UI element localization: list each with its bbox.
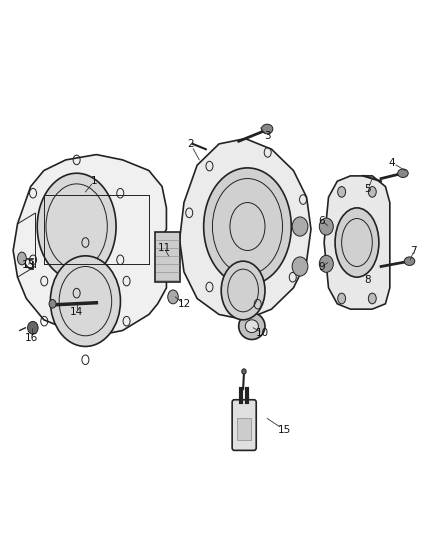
Text: 2: 2 (187, 139, 194, 149)
Text: 1: 1 (91, 176, 98, 186)
Ellipse shape (49, 300, 56, 308)
Ellipse shape (398, 169, 408, 177)
Ellipse shape (335, 208, 379, 277)
FancyBboxPatch shape (232, 400, 256, 450)
Text: 10: 10 (256, 328, 269, 338)
Ellipse shape (404, 257, 415, 265)
Ellipse shape (50, 256, 120, 346)
Text: 3: 3 (264, 131, 271, 141)
Text: 6: 6 (318, 216, 325, 226)
Ellipse shape (204, 168, 291, 285)
Ellipse shape (242, 369, 246, 374)
Ellipse shape (28, 321, 38, 334)
Polygon shape (180, 139, 311, 320)
Text: 13: 13 (22, 261, 35, 270)
Text: 4: 4 (389, 158, 396, 167)
Text: 15: 15 (278, 425, 291, 435)
Ellipse shape (292, 257, 308, 276)
Ellipse shape (292, 217, 308, 236)
FancyBboxPatch shape (155, 232, 180, 282)
Text: 16: 16 (25, 334, 38, 343)
Ellipse shape (168, 290, 178, 304)
Text: 11: 11 (158, 243, 171, 253)
Polygon shape (324, 176, 390, 309)
Ellipse shape (221, 261, 265, 320)
Ellipse shape (245, 320, 258, 333)
Text: 9: 9 (318, 262, 325, 271)
Text: 12: 12 (177, 299, 191, 309)
Ellipse shape (368, 293, 376, 304)
Text: 14: 14 (70, 307, 83, 317)
Ellipse shape (338, 293, 346, 304)
Ellipse shape (239, 313, 265, 340)
FancyBboxPatch shape (237, 418, 251, 440)
Text: 5: 5 (364, 184, 371, 194)
Ellipse shape (18, 252, 26, 265)
Text: 7: 7 (410, 246, 417, 255)
Ellipse shape (319, 255, 333, 272)
Ellipse shape (37, 173, 116, 280)
Text: 8: 8 (364, 275, 371, 285)
Ellipse shape (368, 187, 376, 197)
Ellipse shape (261, 124, 273, 134)
Ellipse shape (319, 218, 333, 235)
Ellipse shape (338, 187, 346, 197)
Polygon shape (13, 155, 166, 336)
